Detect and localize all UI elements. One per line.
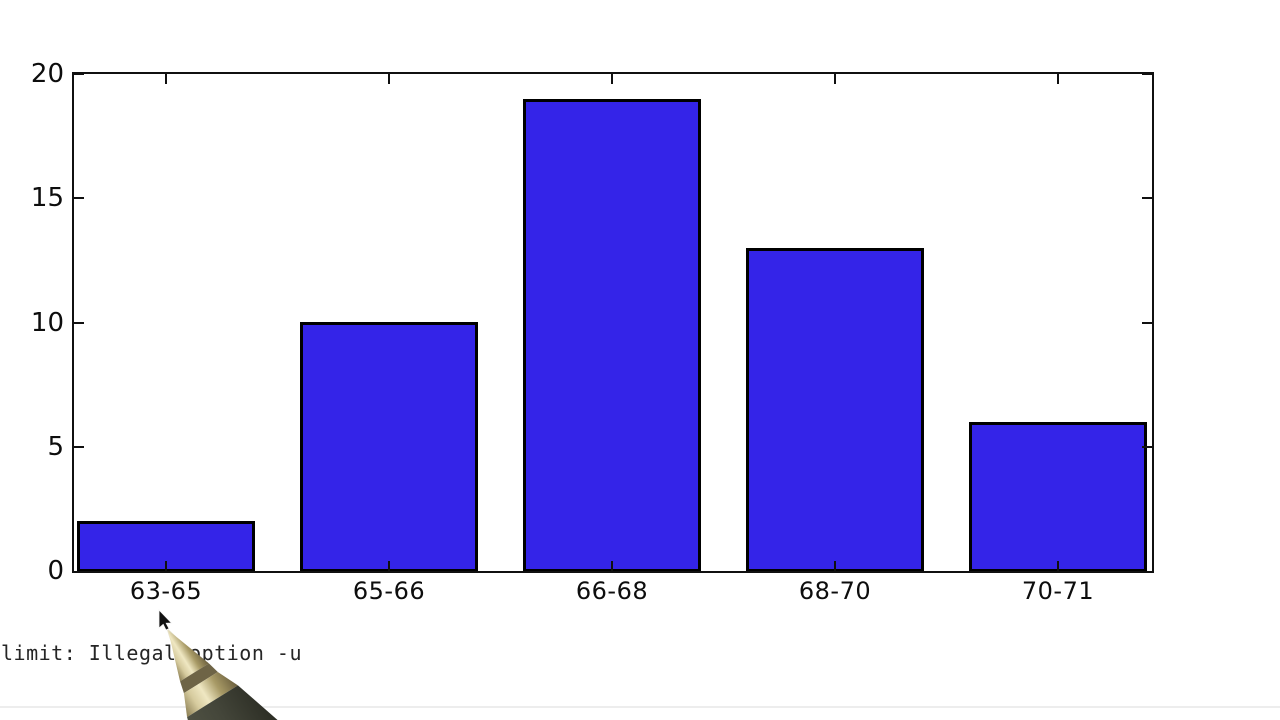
x-tick-bottom [1057,561,1059,571]
pen-body [187,685,322,720]
pen-seam [180,663,218,694]
y-tick-label: 5 [47,431,64,462]
y-tick-right [1142,445,1152,448]
y-tick-right [1142,321,1152,324]
x-tick-bottom [834,561,836,571]
x-tick-bottom [388,561,390,571]
x-tick-bottom [165,561,167,571]
y-tick-label: 15 [30,183,64,214]
x-tick-top [1057,74,1059,84]
bar-65-66 [300,322,478,571]
y-tick-label: 0 [47,556,64,586]
x-tick-top [165,74,167,84]
x-tick-label: 65-66 [352,577,426,605]
x-tick-label: 68-70 [798,577,872,605]
x-tick-bottom [611,561,613,571]
y-tick-right [1142,197,1152,200]
x-tick-top [834,74,836,84]
bar-66-68 [523,99,701,571]
y-tick-right [1142,73,1152,75]
y-tick-left [74,197,84,200]
histogram-plot-area [72,72,1154,573]
pen-cone-lower [183,671,238,718]
x-tick-label: 66-68 [575,577,649,605]
y-tick-left [74,73,84,75]
pen-tip [165,626,177,641]
x-tick-label: 70-71 [1021,577,1095,605]
x-tick-top [388,74,390,84]
x-tick-label: 63-65 [129,577,203,605]
x-tick-top [611,74,613,84]
page-divider [0,706,1280,708]
y-tick-label: 20 [30,59,64,89]
bar-70-71 [969,422,1147,571]
y-tick-label: 10 [30,307,64,338]
terminal-error-text: limit: Illegal option -u [1,641,302,665]
y-tick-left [74,445,84,448]
bar-68-70 [746,248,924,571]
y-tick-left [74,321,84,324]
